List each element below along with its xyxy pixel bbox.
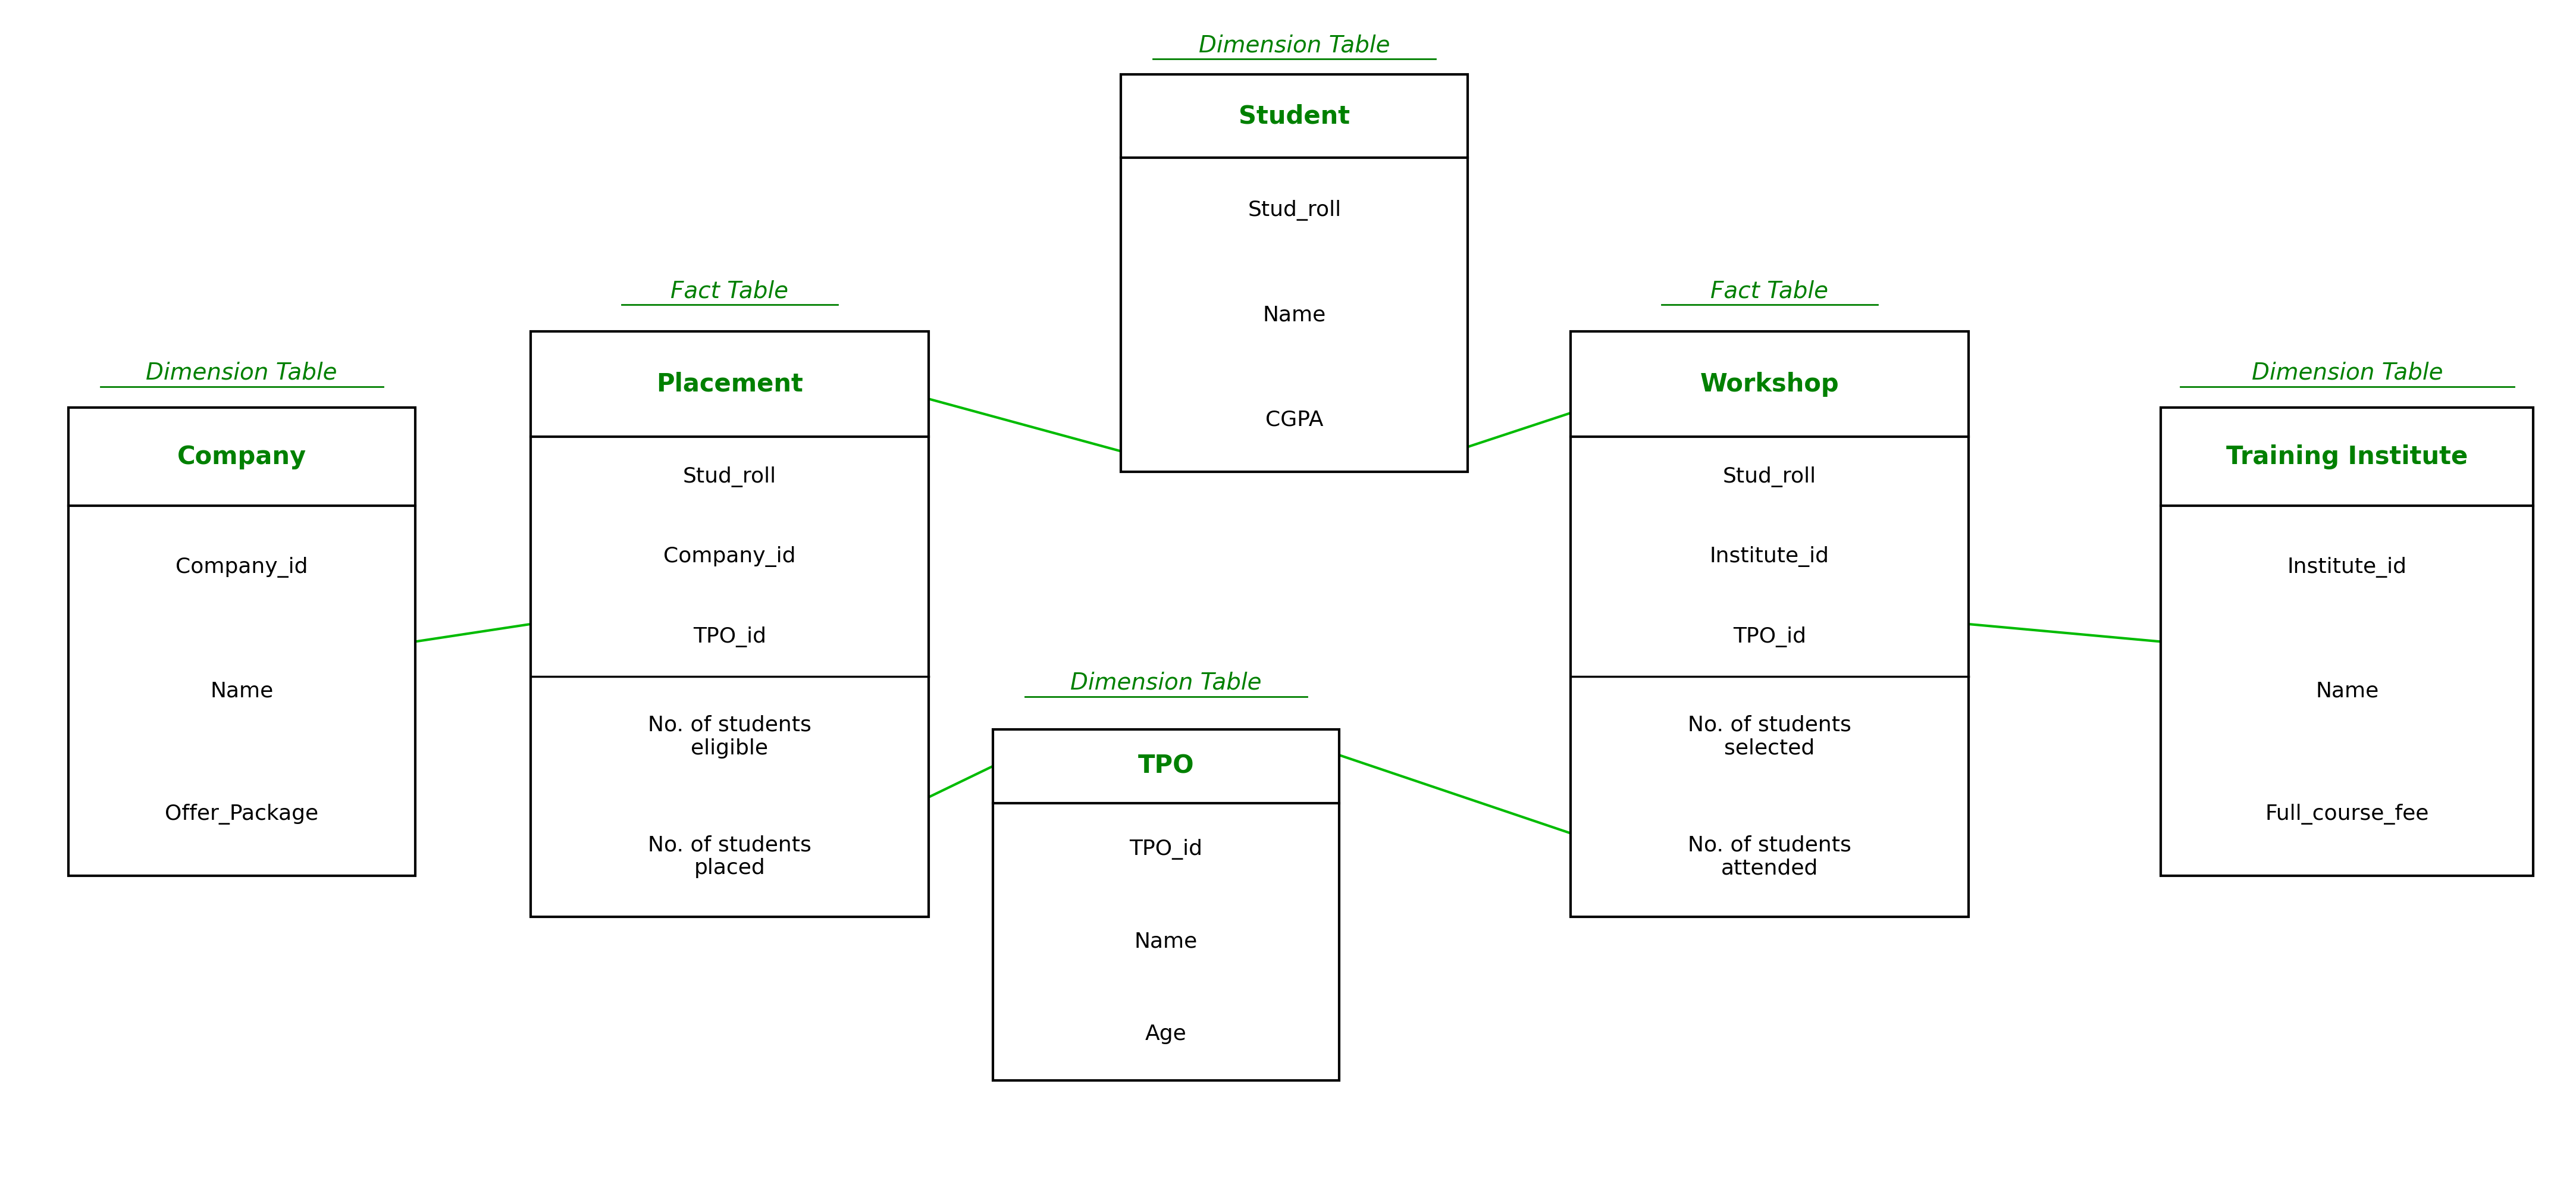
Text: TPO_id: TPO_id <box>1128 839 1203 860</box>
Text: Company_id: Company_id <box>175 557 307 578</box>
Text: Company: Company <box>178 444 307 469</box>
Text: Offer_Package: Offer_Package <box>165 803 319 825</box>
Text: Stud_roll: Stud_roll <box>1247 200 1342 220</box>
Text: TPO_id: TPO_id <box>1734 627 1806 647</box>
Text: Institute_id: Institute_id <box>2287 557 2406 578</box>
Text: No. of students
placed: No. of students placed <box>647 835 811 879</box>
Text: Workshop: Workshop <box>1700 372 1839 397</box>
Text: Fact Table: Fact Table <box>670 280 788 303</box>
Text: Placement: Placement <box>657 372 804 397</box>
Text: TPO: TPO <box>1139 754 1195 779</box>
Text: Name: Name <box>2316 681 2378 701</box>
Text: Full_course_fee: Full_course_fee <box>2264 803 2429 825</box>
Bar <box>992 729 1340 1080</box>
Text: Dimension Table: Dimension Table <box>1072 671 1262 694</box>
Text: Name: Name <box>1133 932 1198 952</box>
Text: CGPA: CGPA <box>1265 410 1324 430</box>
Bar <box>2161 408 2532 875</box>
Bar <box>1571 332 1968 916</box>
Text: Name: Name <box>211 681 273 701</box>
Text: Name: Name <box>1262 305 1327 325</box>
Bar <box>70 408 415 875</box>
Text: Training Institute: Training Institute <box>2226 444 2468 469</box>
Text: Dimension Table: Dimension Table <box>147 362 337 384</box>
Text: Dimension Table: Dimension Table <box>2251 362 2442 384</box>
Text: No. of students
attended: No. of students attended <box>1687 835 1852 879</box>
Text: Age: Age <box>1146 1024 1188 1044</box>
Text: No. of students
eligible: No. of students eligible <box>647 715 811 759</box>
Bar <box>531 332 927 916</box>
Text: Company_id: Company_id <box>665 547 796 568</box>
Text: Fact Table: Fact Table <box>1710 280 1829 303</box>
Text: TPO_id: TPO_id <box>693 627 765 647</box>
Text: Student: Student <box>1239 104 1350 128</box>
Bar <box>1121 74 1468 472</box>
Text: No. of students
selected: No. of students selected <box>1687 715 1852 759</box>
Text: Institute_id: Institute_id <box>1710 547 1829 568</box>
Text: Stud_roll: Stud_roll <box>683 466 775 488</box>
Text: Dimension Table: Dimension Table <box>1198 34 1391 57</box>
Text: Stud_roll: Stud_roll <box>1723 466 1816 488</box>
